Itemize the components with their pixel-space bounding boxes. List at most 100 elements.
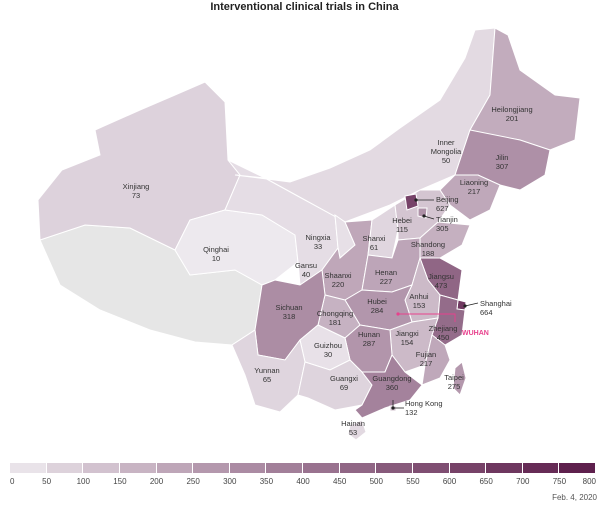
region-value-shaanxi: 220 [332, 280, 345, 289]
region-value-shandong: 188 [422, 249, 435, 258]
leader-dots [391, 198, 467, 410]
region-value-heilongjiang: 201 [506, 114, 519, 123]
region-shanxi[interactable] [367, 204, 399, 259]
region-beijing[interactable] [404, 193, 419, 211]
region-value-chongqing: 181 [329, 318, 342, 327]
region-label-qinghai: Qinghai [203, 245, 229, 254]
region-label-ningxia: Ningxia [305, 233, 331, 242]
legend-swatch [303, 463, 339, 473]
legend-tick-label: 200 [149, 477, 164, 486]
region-label-guizhou: Guizhou [314, 341, 342, 350]
region-value-anhui: 153 [413, 301, 426, 310]
wuhan-label: WUHAN [462, 330, 489, 337]
region-label-jiangxi: Jiangxi [395, 329, 419, 338]
region-label-sichuan: Sichuan [275, 303, 302, 312]
region-label-xinjiang: Xinjiang [123, 182, 150, 191]
region-label-hubei: Hubei [367, 297, 387, 306]
region-label-heilongjiang: Heilongjiang [491, 105, 532, 114]
region-value-jilin: 307 [496, 162, 509, 171]
legend-tick-label: 150 [113, 477, 127, 486]
region-label-hong-kong: Hong Kong [405, 399, 443, 408]
region-value-jiangxi: 154 [401, 338, 414, 347]
region-hainan[interactable] [347, 419, 367, 441]
legend-swatch [229, 463, 266, 473]
legend-swatch [266, 463, 302, 473]
map-title: Interventional clinical trials in China [210, 1, 399, 13]
region-heilongjiang[interactable] [469, 27, 581, 151]
region-label-gansu: Gansu [295, 261, 317, 270]
legend-tick-label: 350 [259, 477, 274, 486]
region-value-yunnan: 65 [263, 375, 271, 384]
region-value-beijing: 627 [436, 204, 449, 213]
region-label-guangdong: Guangdong [372, 374, 411, 383]
region-value-hubei: 284 [371, 306, 384, 315]
region-label-taipei: Taipei [444, 373, 464, 382]
region-value-hebei: 115 [396, 225, 408, 234]
region-label-zhejiang: Zhejiang [429, 324, 458, 333]
legend-swatch [559, 463, 595, 473]
legend-swatch [486, 463, 522, 473]
wuhan-callout: WUHAN [396, 312, 489, 337]
region-label-beijing: Beijing [436, 195, 459, 204]
region-label-jiangsu: Jiangsu [428, 272, 454, 281]
region-value-inner-mongolia: 50 [442, 156, 450, 165]
legend-tick-label: 700 [516, 477, 530, 486]
region-value-zhejiang: 450 [437, 333, 450, 342]
leader-lines [392, 199, 479, 409]
legend-tick-label: 100 [76, 477, 90, 486]
legend-swatch [156, 463, 193, 473]
region-value-ningxia: 33 [314, 242, 322, 251]
legend-tick-label: 450 [332, 477, 347, 486]
region-label-shandong: Shandong [411, 240, 445, 249]
region-value-guangdong: 360 [386, 383, 399, 392]
region-value-hong-kong: 132 [405, 408, 418, 417]
region-label-shanxi: Shanxi [363, 234, 386, 243]
region-value-hunan: 287 [363, 339, 376, 348]
legend-ticks: 0 50 100 150 200 250 300 350 400 450 500 550 600 650 7… [10, 477, 596, 489]
region-value-sichuan: 318 [283, 312, 296, 321]
date-note: Feb. 4, 2020 [552, 493, 597, 502]
region-label-anhui: Anhui [409, 292, 429, 301]
region-label-hainan: Hainan [341, 419, 365, 428]
legend-tick-label: 0 [10, 477, 15, 486]
region-label-yunnan: Yunnan [254, 366, 279, 375]
region-value-fujian: 217 [420, 359, 433, 368]
region-value-guizhou: 30 [324, 350, 332, 359]
legend-tick-label: 400 [296, 477, 310, 486]
legend-tick-label: 250 [186, 477, 200, 486]
legend-swatch [339, 463, 376, 473]
legend-swatch [449, 463, 486, 473]
region-value-liaoning: 217 [468, 187, 481, 196]
region-label-shaanxi: Shaanxi [324, 271, 351, 280]
legend-tick-label: 500 [369, 477, 383, 486]
region-label-shanghai: Shanghai [480, 299, 512, 308]
legend-tick-label: 50 [42, 477, 52, 486]
region-value-guangxi: 69 [340, 383, 348, 392]
region-value-taipei: 275 [448, 382, 461, 391]
legend-swatch [193, 463, 229, 473]
legend-swatch [376, 463, 412, 473]
region-taipei[interactable] [452, 361, 467, 396]
region-label-chongqing: Chongqing [317, 309, 353, 318]
region-value-tianjin: 305 [436, 224, 449, 233]
region-value-hainan: 53 [349, 428, 357, 437]
legend-swatch [412, 463, 449, 473]
legend-swatch [83, 463, 119, 473]
region-value-jiangsu: 473 [435, 281, 448, 290]
legend-swatch [10, 463, 46, 473]
region-value-xinjiang: 73 [132, 191, 140, 200]
region-label-guangxi: Guangxi [330, 374, 358, 383]
region-value-shanghai: 664 [480, 308, 493, 317]
color-legend [10, 463, 596, 475]
legend-tick-label: 650 [479, 477, 493, 486]
region-label-fujian: Fujian [416, 350, 436, 359]
region-label-inner-mongolia: Inner Mongolia [431, 138, 462, 156]
region-label-hebei: Hebei [392, 216, 412, 225]
legend-tick-label: 300 [223, 477, 237, 486]
region-guangdong[interactable] [354, 354, 423, 419]
legend-tick-label: 550 [406, 477, 420, 486]
region-label-liaoning: Liaoning [460, 178, 488, 187]
region-value-shanxi: 61 [370, 243, 378, 252]
